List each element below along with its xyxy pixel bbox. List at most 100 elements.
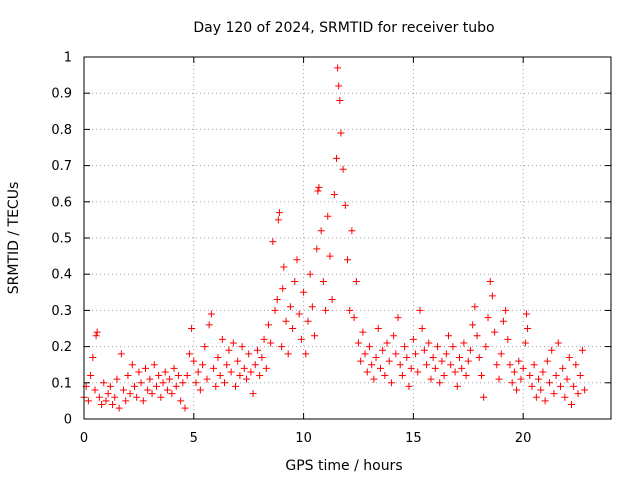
data-point: [170, 364, 178, 372]
data-point: [491, 328, 499, 336]
data-point: [104, 390, 112, 398]
data-point: [346, 306, 354, 314]
data-point: [157, 393, 165, 401]
data-point: [482, 343, 490, 351]
data-point: [464, 357, 472, 365]
data-point: [407, 364, 415, 372]
y-tick-label: 0.5: [51, 232, 72, 247]
data-point: [194, 368, 202, 376]
data-point: [451, 368, 459, 376]
data-point: [418, 325, 426, 332]
data-point: [247, 368, 255, 376]
data-point: [210, 364, 218, 372]
data-point: [455, 353, 463, 361]
data-point: [98, 401, 106, 409]
data-point: [293, 256, 301, 264]
y-tick-label: 1: [64, 51, 72, 66]
data-point: [423, 361, 431, 369]
data-point: [460, 339, 468, 347]
data-point: [297, 335, 305, 343]
data-point: [225, 346, 233, 354]
data-point: [128, 361, 136, 369]
data-point: [124, 372, 132, 380]
data-point: [333, 154, 341, 162]
data-point: [335, 82, 343, 90]
data-point: [365, 343, 373, 351]
y-tick-label: 0.8: [51, 123, 72, 138]
data-point: [567, 401, 575, 409]
data-point: [334, 64, 342, 72]
data-point: [100, 379, 108, 387]
data-point: [486, 277, 494, 285]
data-point: [554, 339, 562, 347]
data-point: [381, 372, 389, 380]
data-point: [363, 368, 371, 376]
data-point: [574, 390, 582, 398]
data-point: [416, 306, 424, 314]
data-point: [205, 321, 213, 329]
data-point: [300, 288, 308, 296]
data-point: [126, 390, 134, 398]
data-point: [183, 372, 191, 380]
data-point: [385, 357, 393, 365]
data-point: [269, 238, 277, 246]
data-point: [221, 379, 229, 387]
data-point: [218, 335, 226, 343]
data-point: [159, 379, 167, 387]
data-point: [429, 353, 437, 361]
data-point: [179, 379, 187, 387]
grid-lines: [84, 57, 611, 419]
data-point: [150, 361, 158, 369]
data-point: [89, 353, 97, 361]
tick-labels: 00.10.20.30.40.50.60.70.80.910 5 10 15 20: [51, 51, 531, 447]
data-point: [394, 314, 402, 322]
data-point: [546, 379, 554, 387]
x-tick-label: 10: [295, 431, 312, 446]
data-point: [91, 386, 99, 394]
data-point: [425, 339, 433, 347]
data-point: [190, 357, 198, 365]
data-point: [245, 350, 253, 358]
data-point: [317, 227, 325, 235]
y-axis-label: SRMTID / TECUs: [6, 182, 22, 295]
data-point: [181, 404, 189, 412]
data-point: [550, 390, 558, 398]
data-point: [111, 393, 119, 401]
data-point: [344, 256, 351, 264]
data-point: [572, 361, 580, 369]
x-tick-label: 15: [405, 431, 422, 446]
data-point: [95, 393, 103, 401]
data-point: [93, 328, 101, 336]
data-point: [548, 346, 556, 354]
y-tick-label: 0.4: [51, 268, 72, 283]
data-point: [370, 375, 378, 383]
data-point: [304, 317, 312, 325]
data-point: [120, 386, 128, 394]
data-point: [350, 314, 358, 322]
data-point: [398, 372, 406, 380]
data-point: [352, 277, 360, 285]
data-point: [506, 361, 514, 369]
y-tick-label: 0.1: [51, 376, 72, 391]
data-point: [475, 353, 483, 361]
chart-title: Day 120 of 2024, SRMTID for receiver tub…: [193, 20, 494, 36]
data-point: [330, 191, 338, 199]
data-point: [135, 368, 143, 376]
data-point: [469, 321, 477, 329]
data-point: [510, 368, 518, 376]
data-point: [174, 372, 182, 380]
data-point: [133, 393, 141, 401]
data-point: [336, 96, 344, 104]
data-point: [354, 339, 362, 347]
data-point: [497, 350, 505, 358]
data-point: [163, 386, 171, 394]
data-point: [264, 321, 272, 329]
data-point: [236, 372, 244, 380]
data-point: [466, 346, 474, 354]
data-point: [403, 353, 411, 361]
data-point: [185, 350, 193, 358]
x-axis-label: GPS time / hours: [285, 458, 402, 474]
data-point: [229, 339, 237, 347]
data-point: [282, 317, 290, 325]
data-point: [199, 361, 207, 369]
